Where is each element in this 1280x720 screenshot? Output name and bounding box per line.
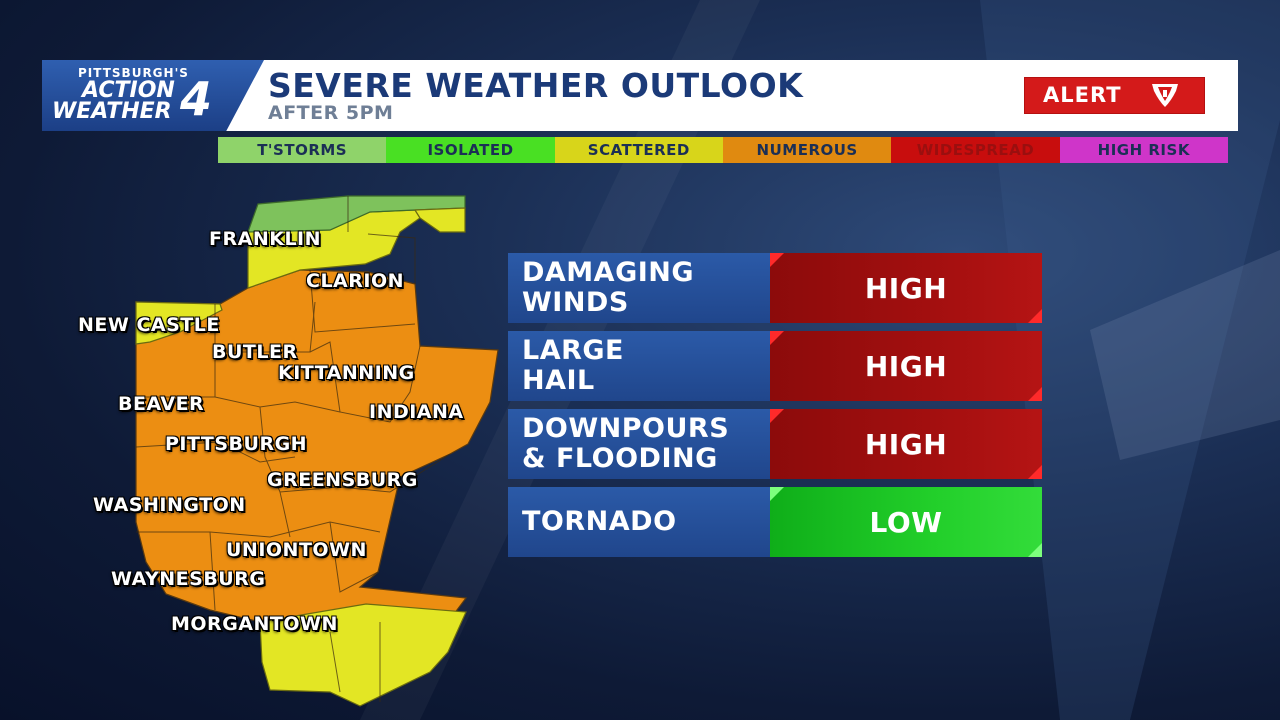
threat-level-label: HIGH	[864, 349, 948, 383]
threat-name: DAMAGING WINDS	[508, 253, 770, 323]
corner-accent	[770, 487, 784, 501]
city-label: BEAVER	[118, 393, 205, 415]
city-label: WASHINGTON	[93, 494, 246, 516]
threat-row: LARGE HAIL HIGH	[508, 331, 1042, 401]
threat-level-label: HIGH	[864, 427, 948, 461]
logo-line-2: ACTION	[82, 78, 175, 103]
threat-level-label: HIGH	[864, 271, 948, 305]
logo-number: 4	[180, 72, 213, 126]
region-scattered-ne	[413, 207, 466, 233]
threat-level: HIGH	[770, 409, 1042, 479]
threat-name: TORNADO	[508, 487, 770, 557]
threat-level-label: LOW	[869, 505, 943, 539]
threat-level: LOW	[770, 487, 1042, 557]
corner-accent	[1028, 543, 1042, 557]
threat-table: DAMAGING WINDS HIGH LARGE HAIL HIGH DOWNPOURS &…	[508, 253, 1042, 565]
threat-level: HIGH	[770, 331, 1042, 401]
threat-name-line-1: TORNADO	[522, 506, 677, 537]
legend-cell: NUMEROUS	[722, 137, 892, 163]
threat-row: DOWNPOURS & FLOODING HIGH	[508, 409, 1042, 479]
corner-accent	[1028, 387, 1042, 401]
threat-level: HIGH	[770, 253, 1042, 323]
page-subtitle: AFTER 5PM	[268, 102, 394, 124]
threat-row: TORNADO LOW	[508, 487, 1042, 557]
threat-name-line-2: & FLOODING	[522, 443, 718, 474]
city-label: BUTLER	[212, 341, 298, 363]
region-scattered-nw	[135, 301, 223, 345]
city-label: WAYNESBURG	[111, 568, 266, 590]
threat-name-line-2: HAIL	[522, 365, 595, 396]
threat-name: DOWNPOURS & FLOODING	[508, 409, 770, 479]
city-label: CLARION	[306, 270, 405, 292]
header-bar: PITTSBURGH'S ACTION WEATHER 4 SEVERE WEA…	[42, 60, 1238, 131]
legend-cell: SCATTERED	[554, 137, 723, 163]
city-label: NEW CASTLE	[78, 314, 220, 336]
city-label: MORGANTOWN	[171, 613, 338, 635]
threat-row: DAMAGING WINDS HIGH	[508, 253, 1042, 323]
corner-accent	[770, 253, 784, 267]
page-title: SEVERE WEATHER OUTLOOK	[268, 66, 804, 105]
alert-label: ALERT	[1043, 83, 1122, 107]
city-label: GREENSBURG	[267, 469, 418, 491]
threat-name: LARGE HAIL	[508, 331, 770, 401]
corner-accent	[770, 331, 784, 345]
alert-4-shield-icon	[1149, 81, 1181, 114]
corner-accent	[1028, 309, 1042, 323]
corner-accent	[1028, 465, 1042, 479]
city-label: KITTANNING	[278, 362, 415, 384]
county-lines	[135, 196, 451, 702]
logo-line-3: WEATHER	[52, 99, 172, 124]
city-label: INDIANA	[369, 401, 464, 423]
city-label: FRANKLIN	[209, 228, 322, 250]
logo-line-1: PITTSBURGH'S	[78, 66, 189, 80]
region-scattered-south	[259, 603, 467, 707]
legend-cell: ISOLATED	[386, 137, 555, 163]
legend-cell: HIGH RISK	[1059, 137, 1228, 163]
threat-name-line-1: LARGE	[522, 335, 624, 366]
threat-name-line-2: WINDS	[522, 287, 629, 318]
city-label: PITTSBURGH	[165, 433, 308, 455]
threat-name-line-1: DOWNPOURS	[522, 413, 730, 444]
region-numerous	[135, 269, 499, 623]
threat-name-line-1: DAMAGING	[522, 257, 695, 288]
legend-cell: T'STORMS	[218, 137, 387, 163]
alert-badge: ALERT	[1024, 77, 1205, 114]
risk-map	[135, 195, 499, 707]
corner-accent	[770, 409, 784, 423]
city-label: UNIONTOWN	[226, 539, 367, 561]
risk-legend: T'STORMS ISOLATED SCATTERED NUMEROUS WIDESPR…	[218, 137, 1228, 163]
station-logo: PITTSBURGH'S ACTION WEATHER 4	[42, 60, 264, 131]
legend-cell: WIDESPREAD	[891, 137, 1060, 163]
